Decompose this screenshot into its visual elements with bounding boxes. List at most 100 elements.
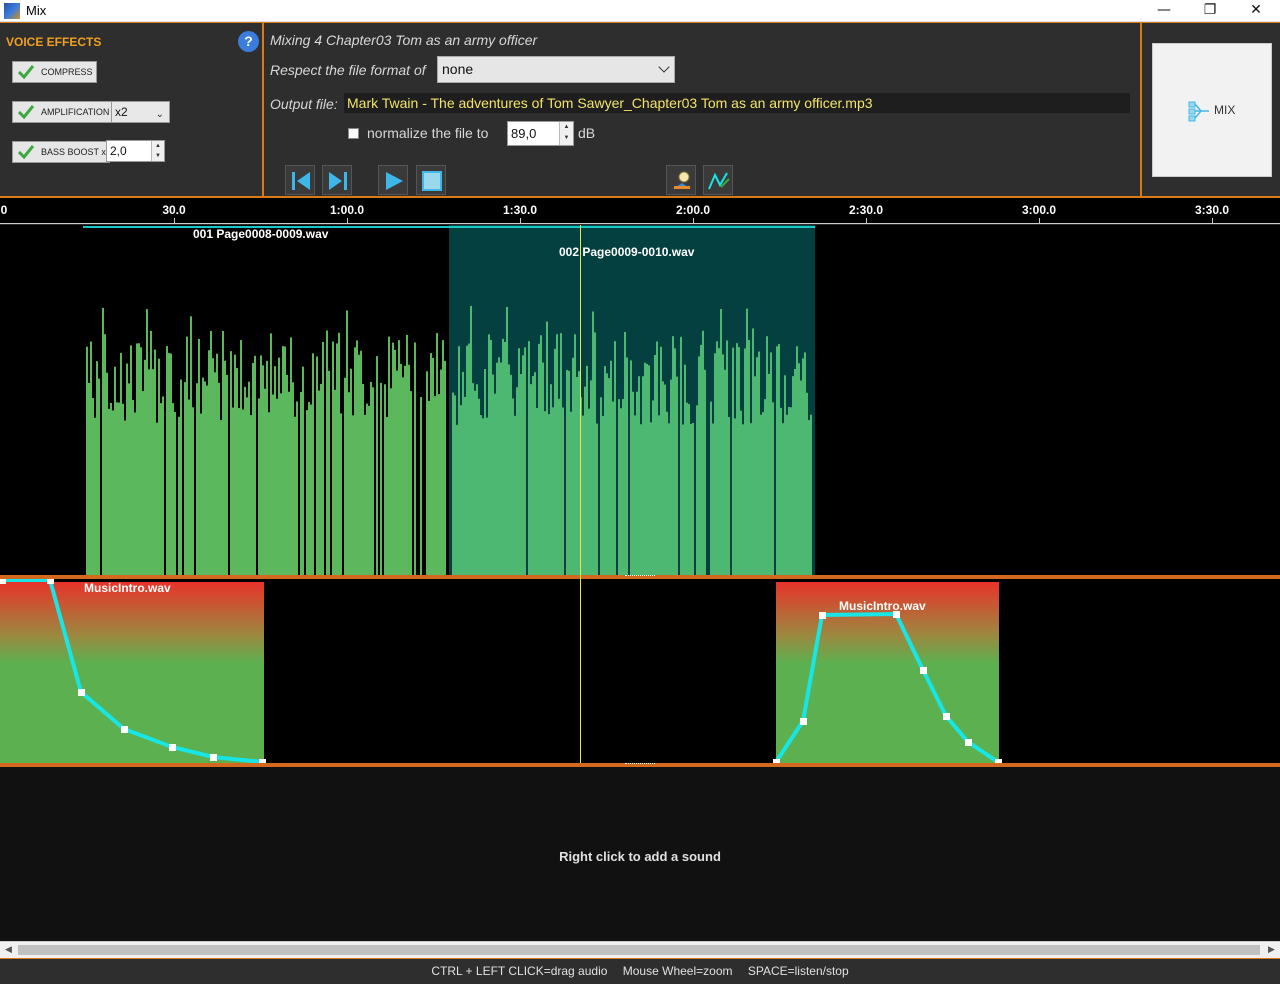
waveform-bar: [488, 334, 490, 575]
envelope-point[interactable]: [893, 611, 900, 618]
minimize-button[interactable]: —: [1157, 2, 1171, 18]
spinner-arrows[interactable]: ▲ ▼: [151, 141, 164, 161]
waveform-bar: [534, 372, 536, 575]
waveform-bar: [648, 365, 650, 575]
waveform-bar: [328, 370, 330, 575]
resize-grip[interactable]: [625, 575, 655, 578]
waveform-bar: [800, 380, 802, 575]
envelope-point[interactable]: [47, 579, 54, 584]
envelope-point[interactable]: [78, 689, 85, 696]
waveform-bar: [516, 387, 518, 575]
waveform-bar: [188, 399, 190, 575]
bass-boost-toggle[interactable]: BASS BOOST x: [12, 141, 110, 163]
voice-clip-1-label[interactable]: 001 Page0008-0009.wav: [193, 227, 329, 241]
mix-icon: [1188, 101, 1209, 122]
empty-track[interactable]: Right click to add a sound: [0, 767, 1280, 941]
record-voice-button[interactable]: [666, 165, 696, 195]
mix-button[interactable]: MIX: [1152, 43, 1272, 177]
scroll-left-icon[interactable]: ◀: [5, 945, 12, 955]
envelope-point[interactable]: [0, 579, 6, 584]
envelope-point[interactable]: [259, 759, 266, 763]
amplification-toggle[interactable]: AMPLIFICATION: [12, 101, 114, 123]
envelope-point[interactable]: [943, 713, 950, 720]
waveform-bar: [352, 415, 354, 575]
envelope-point[interactable]: [773, 759, 780, 763]
scroll-right-icon[interactable]: ▶: [1268, 945, 1275, 955]
envelope-point[interactable]: [121, 726, 128, 733]
skip-end-button[interactable]: [322, 165, 352, 195]
scrollbar-thumb[interactable]: [18, 945, 1260, 955]
normalize-checkbox[interactable]: [348, 128, 359, 139]
envelope-point[interactable]: [965, 739, 972, 746]
waveform-bar: [128, 383, 130, 575]
waveform-bar: [744, 348, 746, 575]
waveform-bar: [638, 376, 640, 575]
track-divider[interactable]: [0, 763, 1280, 767]
normalize-spinner[interactable]: 89,0 ▲ ▼: [507, 121, 574, 146]
timeline-ruler[interactable]: 0 30.0 1:00.0 1:30.0 2:00.0 2:30.0 3:00.…: [0, 198, 1280, 224]
voice-clip-2-label[interactable]: 002 Page0009-0010.wav: [559, 245, 695, 259]
envelope-point[interactable]: [800, 718, 807, 725]
help-icon[interactable]: ?: [238, 31, 259, 52]
amplification-select[interactable]: x2 ⌄: [111, 101, 170, 123]
horizontal-scrollbar[interactable]: ◀ ▶: [0, 941, 1280, 958]
waveform-bar: [480, 415, 482, 575]
envelope-point[interactable]: [920, 667, 927, 674]
waveform-bar: [354, 347, 356, 575]
track-divider[interactable]: [0, 575, 1280, 579]
stop-button[interactable]: [416, 165, 446, 195]
music-track[interactable]: MusicIntro.wav MusicIntro.wav: [0, 579, 1280, 763]
waveform-bar: [268, 412, 270, 575]
waveform-bar: [200, 413, 202, 575]
envelope-point[interactable]: [819, 612, 826, 619]
waveform-bar: [456, 424, 458, 575]
compress-toggle[interactable]: COMPRESS: [12, 61, 97, 83]
waveform-bar: [242, 409, 244, 575]
close-button[interactable]: ✕: [1250, 2, 1262, 18]
waveform-bar: [362, 384, 364, 575]
waveform-bar: [134, 412, 136, 575]
waveform-bar: [512, 398, 514, 575]
waveform-bar: [764, 399, 766, 575]
tick-mark: [347, 218, 348, 223]
waveform-bar: [618, 399, 620, 575]
window-title: Mix: [26, 3, 47, 18]
waveform-bar: [652, 400, 654, 575]
waveform-bar: [86, 346, 88, 575]
waveform-bar: [802, 358, 804, 575]
waveform-bar: [236, 368, 238, 575]
envelope-point[interactable]: [210, 754, 217, 761]
bass-boost-spinner[interactable]: 2,0 ▲ ▼: [106, 140, 165, 162]
resize-grip[interactable]: [625, 763, 655, 766]
waveform-bar: [754, 376, 756, 575]
amplification-label: AMPLIFICATION: [41, 107, 110, 117]
waveform-bar: [714, 353, 716, 575]
waveform-bar: [452, 392, 454, 575]
waveform-bar: [428, 400, 430, 575]
play-button[interactable]: [378, 165, 408, 195]
music-clip-2-label[interactable]: MusicIntro.wav: [839, 599, 926, 613]
music-clip-1[interactable]: [0, 582, 264, 763]
waveform-bar: [738, 347, 740, 575]
file-format-select[interactable]: none: [437, 56, 675, 83]
envelope-point[interactable]: [995, 759, 1002, 763]
waveform-bar: [740, 410, 742, 575]
waveform-bar: [350, 368, 352, 575]
music-clip-1-label[interactable]: MusicIntro.wav: [84, 581, 171, 595]
waveform-bar: [726, 340, 728, 575]
waveform-bar: [546, 321, 548, 575]
voice-effects-panel: VOICE EFFECTS ? COMPRESS AMPLIFICATION x…: [0, 23, 264, 197]
playhead-cursor[interactable]: [580, 225, 581, 763]
output-file-field[interactable]: Mark Twain - The adventures of Tom Sawye…: [344, 93, 1130, 113]
voice-track[interactable]: 001 Page0008-0009.wav 002 Page0009-0010.…: [0, 225, 1280, 575]
waveform-bar: [810, 414, 812, 575]
envelope-tool-button[interactable]: [703, 165, 733, 195]
envelope-point[interactable]: [169, 744, 176, 751]
volume-envelope-2[interactable]: [774, 611, 1000, 763]
spinner-arrows[interactable]: ▲ ▼: [559, 122, 573, 145]
waveform-bar: [392, 342, 394, 575]
file-format-value: none: [442, 61, 474, 77]
waveform-bar: [410, 391, 412, 575]
maximize-button[interactable]: ❐: [1203, 2, 1217, 18]
skip-start-button[interactable]: [285, 165, 315, 195]
